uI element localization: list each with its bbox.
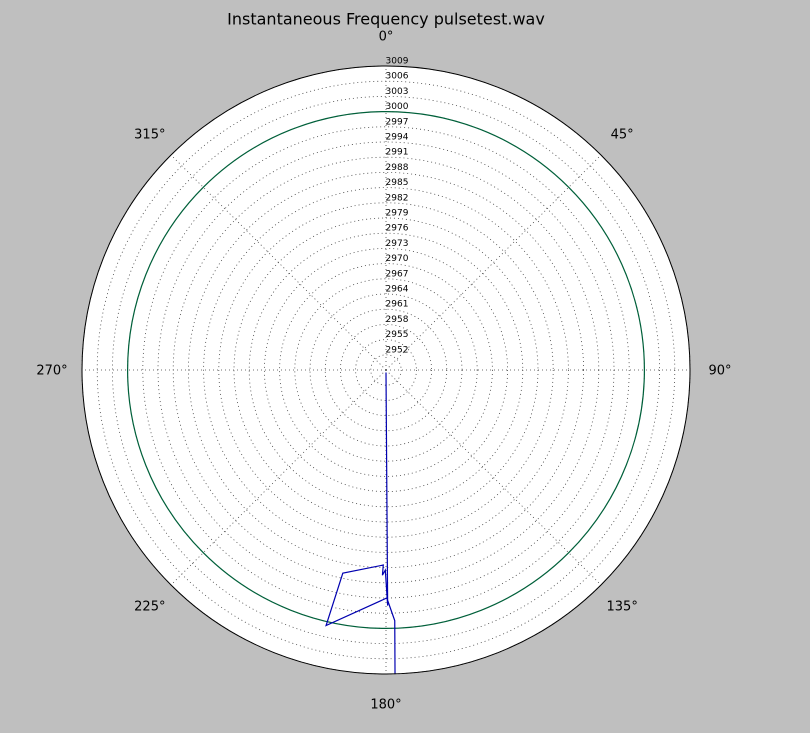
r-tick-label: 3003 [386,87,409,97]
grid-spoke [170,369,387,586]
r-tick-label: 2964 [386,285,409,295]
r-tick-label: 2988 [386,163,409,173]
theta-tick-label: 135° [607,600,638,615]
series-line [126,111,646,630]
series-line [325,372,396,674]
r-tick-label: 2982 [386,193,409,203]
r-tick-label: 3006 [386,72,409,82]
plot-border [81,65,691,675]
r-tick-label: 2976 [386,224,409,234]
r-tick-label: 2967 [386,269,409,279]
grid-circle [111,95,661,645]
grid-circle [142,126,630,614]
theta-tick-label: 45° [611,127,634,142]
grid-circle [218,202,554,538]
grid-circle [187,171,585,569]
theta-tick-label: 90° [708,364,731,379]
theta-tick-label: 270° [36,364,67,379]
r-tick-label: 2952 [386,345,409,355]
theta-tick-label: 225° [134,600,165,615]
grid-spoke [385,369,602,586]
r-tick-label: 2973 [386,239,409,249]
r-tick-label: 2958 [386,315,409,325]
theta-tick-label: 180° [370,698,401,713]
grid-circle [370,354,402,386]
grid-circle [203,187,569,553]
r-tick-label: 3000 [386,102,409,112]
r-tick-label: 2955 [386,330,409,340]
r-tick-label: 2985 [386,178,409,188]
grid-circle [263,247,508,492]
grid-spoke [170,154,387,371]
chart-title: Instantaneous Frequency pulsetest.wav [227,10,545,29]
grid-circle [294,278,478,462]
r-tick-label: 2994 [386,133,409,143]
r-tick-label: 2997 [386,117,409,127]
grid-circle [339,323,432,416]
grid-circle [355,339,417,401]
grid-circle [279,263,493,477]
r-tick-label: 2961 [386,300,409,310]
grid-spoke [385,154,602,371]
r-tick-label: 2970 [386,254,409,264]
r-tick-label: 3009 [386,57,409,67]
r-tick-label: 2991 [386,148,409,158]
r-tick-label: 2979 [386,209,409,219]
theta-tick-label: 315° [134,127,165,142]
theta-tick-label: 0° [379,30,394,45]
